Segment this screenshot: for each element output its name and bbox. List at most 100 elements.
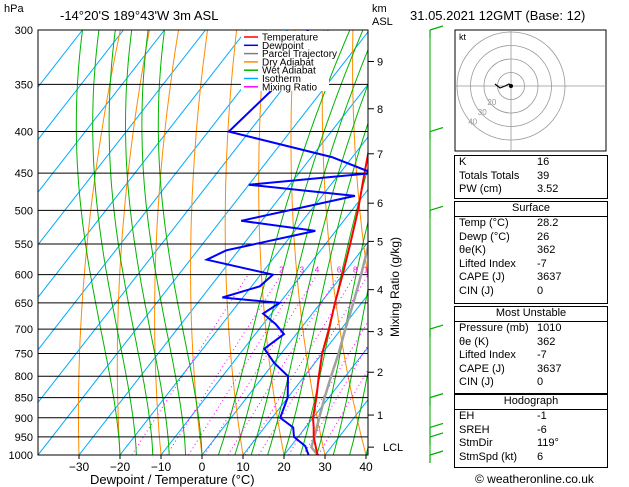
index-value: 0 <box>537 285 543 299</box>
mixing-ratio-label: 2 <box>279 266 284 275</box>
dry-adiabat-line <box>117 30 149 455</box>
km-tick-label: 6 <box>377 198 383 210</box>
index-label: Dewp (°C) <box>459 231 510 245</box>
wind-barb-flag <box>430 26 443 30</box>
mu-row: θe (K)362 <box>455 336 607 350</box>
wet-adiabat-line <box>109 30 153 455</box>
index-value: 28.2 <box>537 217 558 231</box>
hodograph-ring-label: 20 <box>487 98 496 107</box>
index-value: 119° <box>537 437 559 451</box>
index-label: CIN (J) <box>459 285 494 299</box>
index-value: 0 <box>537 376 543 390</box>
dry-adiabat-line <box>78 30 120 455</box>
index-value: 1010 <box>537 322 561 336</box>
index-label: Totals Totals <box>459 170 519 184</box>
mixing-ratio-label: 20 <box>406 266 415 275</box>
km-tick-label: 4 <box>377 285 383 297</box>
legend-label: Mixing Ratio <box>262 82 317 93</box>
hodograph-kt-label: kt <box>459 32 467 42</box>
index-label: θe(K) <box>459 244 486 258</box>
index-value: 362 <box>537 244 555 258</box>
km-tick-label: 8 <box>377 104 383 116</box>
index-label: K <box>459 156 466 170</box>
mu-row: CAPE (J) 3637 <box>455 363 607 377</box>
pressure-tick-label: 650 <box>15 298 33 310</box>
wind-barb-flag <box>430 394 443 398</box>
km-tick-label: 1 <box>377 410 383 422</box>
index-label: Temp (°C) <box>459 217 509 231</box>
mixing-ratio-label: 3 <box>300 266 305 275</box>
hodograph-ring-label: 30 <box>478 108 487 117</box>
surface-row: Dewp (°C) 26 <box>455 231 607 245</box>
index-value: 16 <box>537 156 549 170</box>
pressure-tick-label: 900 <box>15 413 33 425</box>
temperature-tick-label: 30 <box>318 460 332 474</box>
pressure-tick-label: 300 <box>15 25 33 37</box>
wet-adiabat-line <box>284 30 402 455</box>
km-tick-label: 2 <box>377 367 383 379</box>
surface-title: Surface <box>455 202 607 217</box>
pressure-tick-label: 550 <box>15 239 33 251</box>
copyright: © weatheronline.co.uk <box>475 472 594 486</box>
index-value: 3637 <box>537 363 561 377</box>
pressure-tick-label: 800 <box>15 371 33 383</box>
index-label: Pressure (mb) <box>459 322 529 336</box>
wind-barb-flag <box>430 206 443 210</box>
index-value: -6 <box>537 424 547 438</box>
index-value: 6 <box>537 451 543 465</box>
surface-row: CIN (J) 0 <box>455 285 607 299</box>
x-axis-label: Dewpoint / Temperature (°C) <box>90 472 255 487</box>
mixing-ratio-label: 6 <box>337 266 342 275</box>
index-label: EH <box>459 410 474 424</box>
pressure-tick-label: 750 <box>15 348 33 360</box>
isotherm-line <box>0 30 83 455</box>
mixing-ratio-label: 25 <box>420 266 429 275</box>
km-tick-label: 9 <box>377 56 383 68</box>
mu-row: Lifted Index-7 <box>455 349 607 363</box>
hodo-row: StmDir 119° <box>455 437 607 451</box>
wet-adiabat-line <box>251 30 376 455</box>
lcl-label: LCL <box>383 442 403 454</box>
most-unstable-title: Most Unstable <box>455 307 607 322</box>
index-value: 3.52 <box>537 183 558 197</box>
hodograph-ring-label: 40 <box>468 117 477 126</box>
mixing-ratio-label: 4 <box>315 266 320 275</box>
wet-adiabat-line <box>350 30 455 455</box>
temperature-tick-label: −30 <box>69 460 90 474</box>
general-indices-table: K 16 Totals Totals 39 PW (cm) 3.52 <box>454 155 608 199</box>
hodograph-frame <box>455 30 606 151</box>
dry-adiabat-line <box>155 30 179 455</box>
k-index-row: K 16 <box>455 156 607 170</box>
wet-adiabat-line <box>142 30 186 455</box>
surface-row: Temp (°C) 28.2 <box>455 217 607 231</box>
isotherm-line <box>0 30 329 455</box>
pressure-tick-label: 850 <box>15 393 33 405</box>
wet-adiabat-line <box>76 30 120 455</box>
index-label: CIN (J) <box>459 376 494 390</box>
index-value: -7 <box>537 258 547 272</box>
index-value: 39 <box>537 170 549 184</box>
hodo-row: SREH -6 <box>455 424 607 438</box>
pw-row: PW (cm) 3.52 <box>455 183 607 197</box>
index-label: CAPE (J) <box>459 363 505 377</box>
index-label: θe (K) <box>459 336 489 350</box>
wind-barb-flag <box>430 433 443 437</box>
surface-row: CAPE (J)3637 <box>455 271 607 285</box>
index-label: Lifted Index <box>459 258 516 272</box>
mixing-ratio-label: 8 <box>353 266 358 275</box>
dry-adiabat-line <box>191 30 208 455</box>
index-label: CAPE (J) <box>459 271 505 285</box>
index-label: SREH <box>459 424 490 438</box>
pressure-tick-label: 350 <box>15 79 33 91</box>
index-label: PW (cm) <box>459 183 502 197</box>
pressure-tick-label: 1000 <box>9 450 33 462</box>
surface-table: Surface Temp (°C) 28.2 Dewp (°C) 26 θe(K) 3… <box>454 201 608 304</box>
index-label: StmDir <box>459 437 493 451</box>
mixing-ratio-line <box>189 275 302 455</box>
totals-totals-row: Totals Totals 39 <box>455 170 607 184</box>
dry-adiabat-line <box>615 30 629 455</box>
index-value: -7 <box>537 349 547 363</box>
pressure-tick-label: 950 <box>15 432 33 444</box>
dry-adiabat-line <box>322 30 366 455</box>
index-value: 26 <box>537 231 549 245</box>
